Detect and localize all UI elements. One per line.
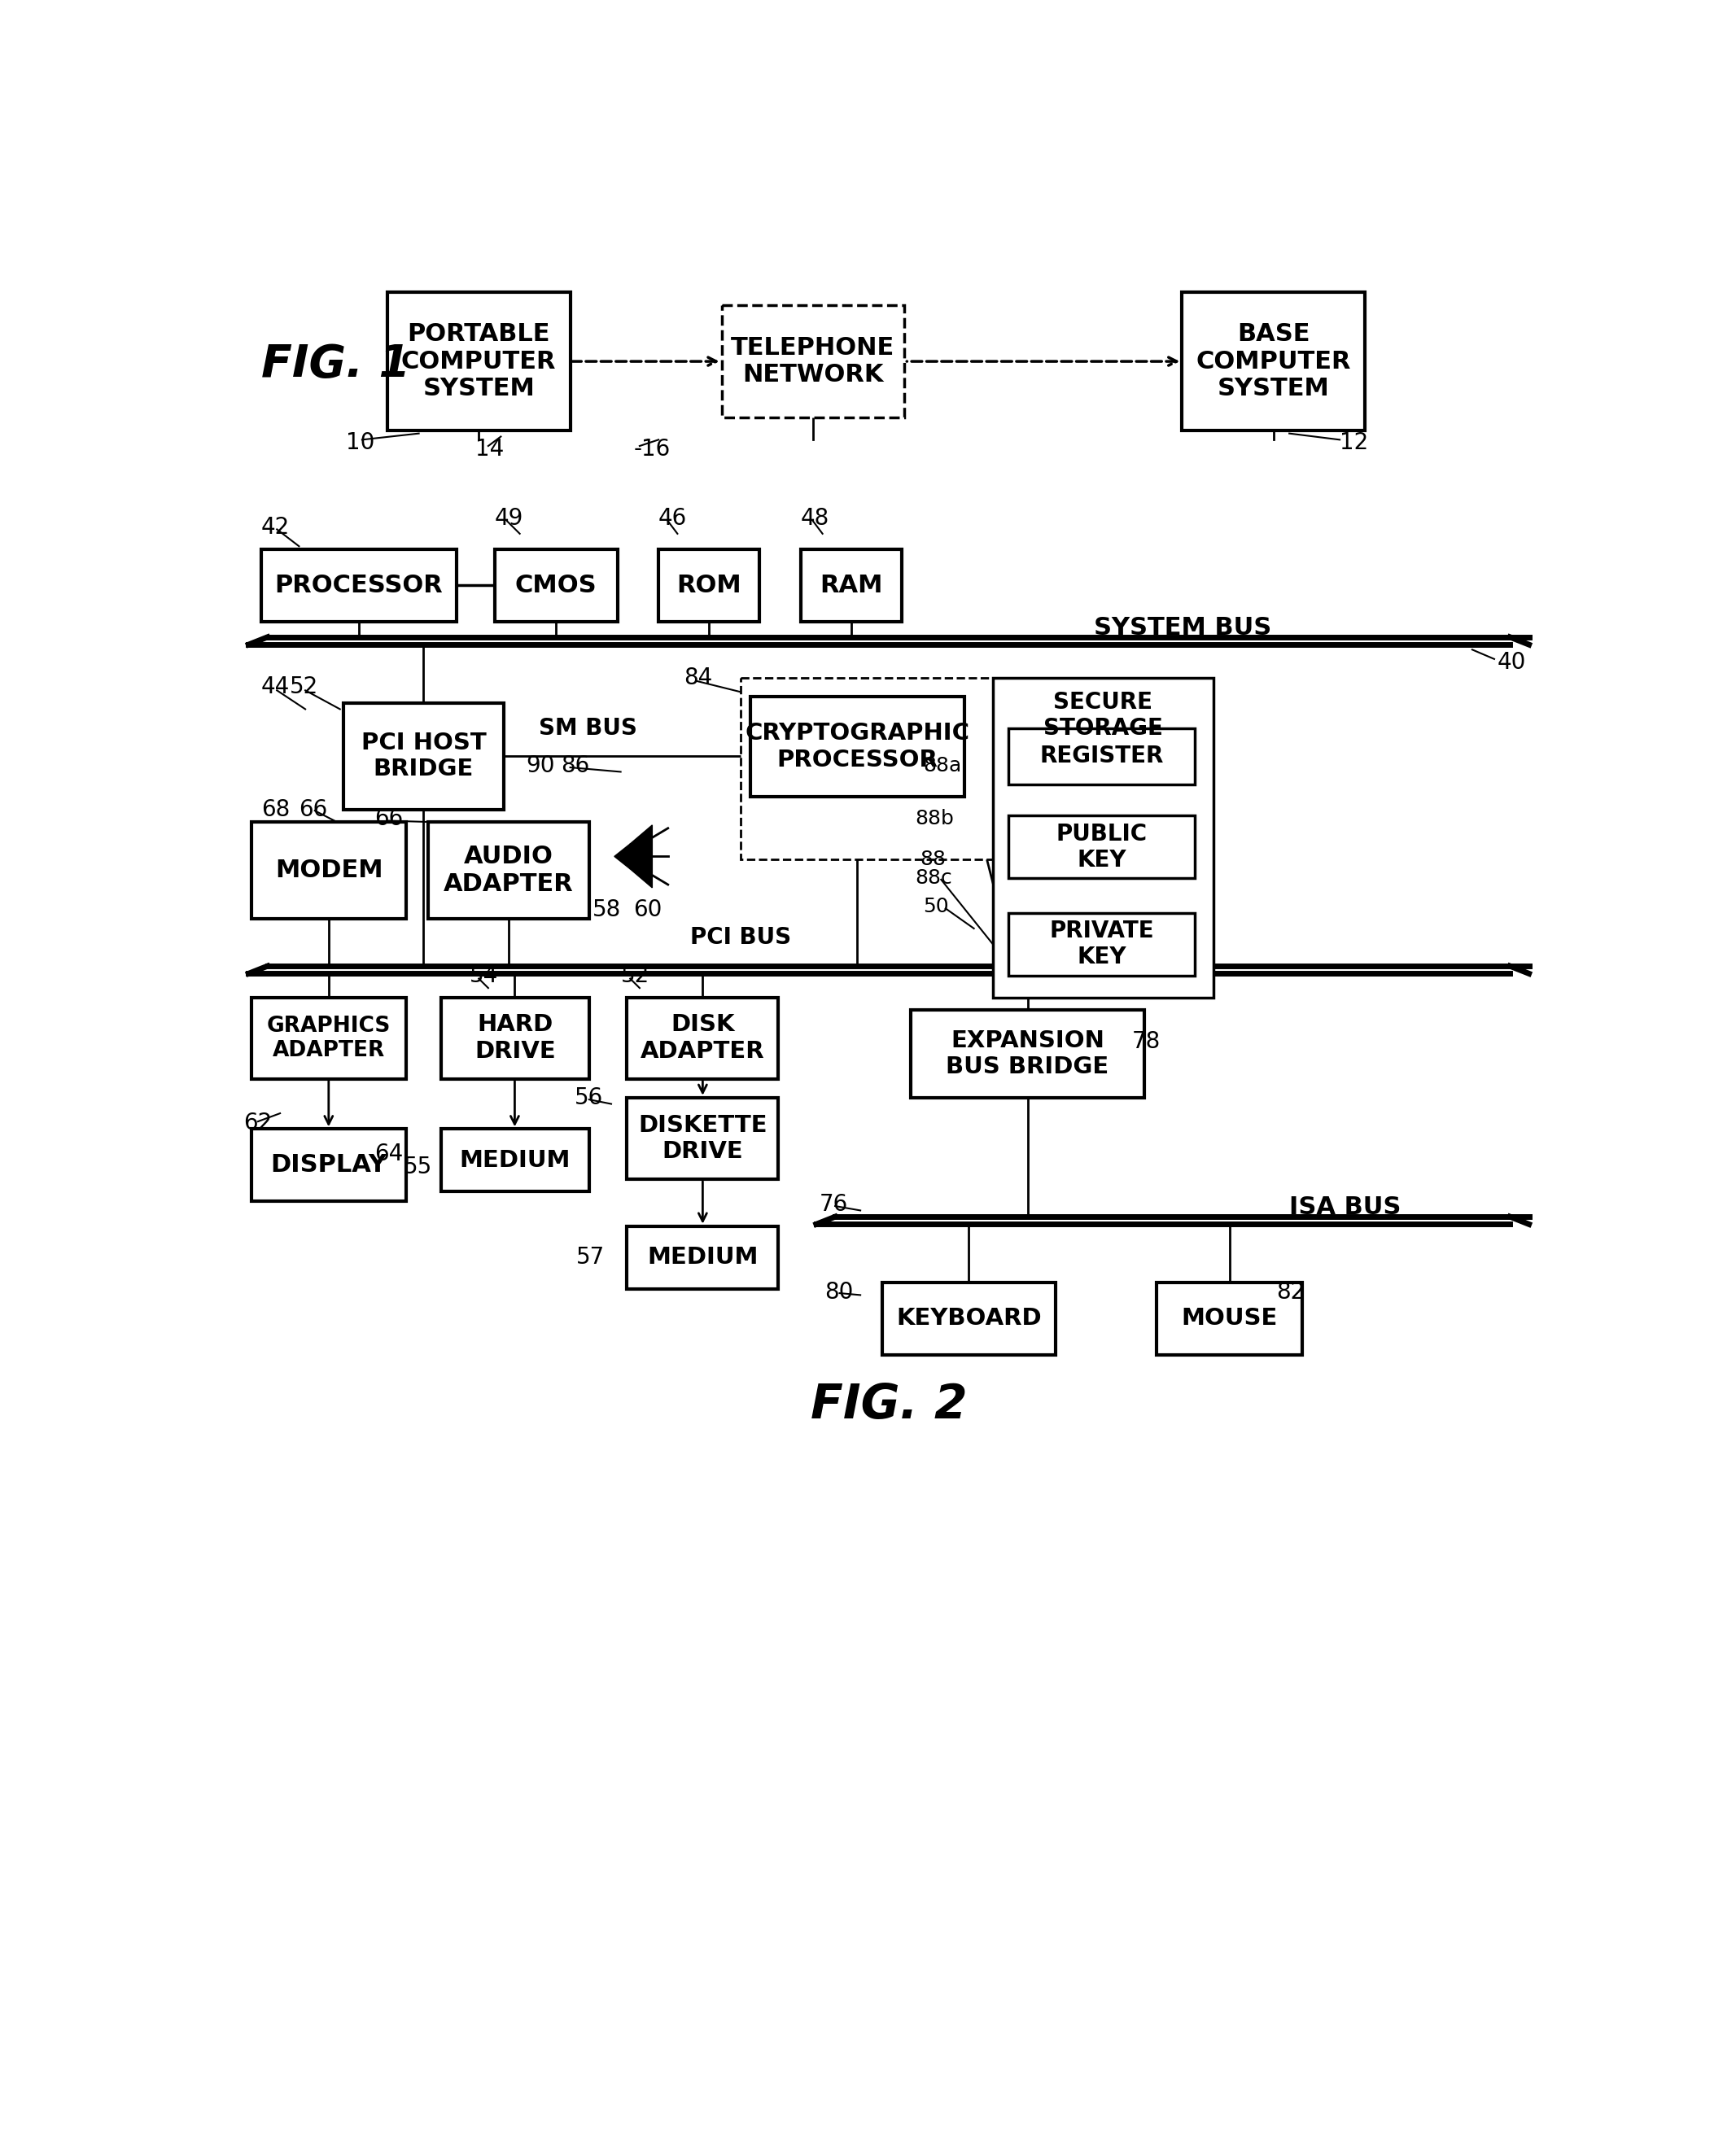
- Text: CRYPTOGRAPHIC
PROCESSOR: CRYPTOGRAPHIC PROCESSOR: [745, 722, 969, 772]
- Bar: [1009, 914, 1194, 976]
- Bar: [429, 821, 589, 918]
- Bar: [658, 550, 759, 621]
- Text: 52: 52: [290, 675, 318, 699]
- Text: MEDIUM: MEDIUM: [648, 1247, 759, 1268]
- Bar: [911, 1010, 1144, 1099]
- Text: ROM: ROM: [677, 574, 741, 598]
- Bar: [441, 998, 589, 1079]
- Bar: [1009, 729, 1194, 785]
- Bar: [722, 305, 904, 417]
- Bar: [260, 550, 457, 621]
- Text: PUBLIC
KEY: PUBLIC KEY: [1055, 823, 1147, 871]
- Bar: [1182, 292, 1364, 430]
- Text: 78: 78: [1132, 1030, 1160, 1054]
- Text: SM BUS: SM BUS: [538, 716, 637, 740]
- Text: 52: 52: [621, 963, 649, 987]
- Text: PCI BUS: PCI BUS: [691, 927, 792, 950]
- Bar: [627, 998, 778, 1079]
- Text: BASE
COMPUTER
SYSTEM: BASE COMPUTER SYSTEM: [1196, 322, 1351, 400]
- Text: TELEPHONE
NETWORK: TELEPHONE NETWORK: [731, 335, 896, 387]
- Text: MOUSE: MOUSE: [1180, 1307, 1278, 1331]
- Polygon shape: [630, 826, 653, 888]
- Text: FIG. 1: FIG. 1: [260, 342, 410, 387]
- Bar: [387, 292, 569, 430]
- Bar: [252, 1129, 406, 1202]
- Text: AUDIO
ADAPTER: AUDIO ADAPTER: [444, 845, 573, 897]
- Text: CMOS: CMOS: [516, 574, 597, 598]
- Text: HARD
DRIVE: HARD DRIVE: [474, 1013, 556, 1062]
- Text: 86: 86: [561, 755, 590, 776]
- Text: DISKETTE
DRIVE: DISKETTE DRIVE: [639, 1114, 767, 1163]
- Text: ISA BUS: ISA BUS: [1290, 1195, 1401, 1219]
- Text: 62: 62: [243, 1112, 273, 1133]
- Bar: [627, 1099, 778, 1178]
- Text: 12: 12: [1340, 432, 1368, 454]
- Bar: [495, 550, 618, 621]
- Text: PCI HOST
BRIDGE: PCI HOST BRIDGE: [361, 731, 486, 780]
- Text: MODEM: MODEM: [274, 858, 384, 882]
- Text: 54: 54: [469, 963, 498, 987]
- Text: 68: 68: [260, 798, 290, 821]
- Text: 76: 76: [819, 1193, 849, 1215]
- Text: DISK
ADAPTER: DISK ADAPTER: [641, 1013, 766, 1062]
- Text: GRAPHICS
ADAPTER: GRAPHICS ADAPTER: [267, 1015, 391, 1060]
- Text: DISPLAY: DISPLAY: [271, 1152, 387, 1176]
- Text: 80: 80: [825, 1281, 852, 1303]
- Text: 48: 48: [800, 507, 830, 529]
- Text: SECURE
STORAGE: SECURE STORAGE: [1043, 690, 1163, 740]
- Text: 90: 90: [526, 755, 556, 776]
- Bar: [882, 1284, 1055, 1354]
- Text: 64: 64: [375, 1142, 403, 1165]
- Bar: [441, 1129, 589, 1191]
- Text: 40: 40: [1498, 651, 1526, 673]
- Bar: [1156, 1284, 1302, 1354]
- Text: 58: 58: [592, 899, 621, 920]
- Text: 66: 66: [375, 808, 403, 830]
- Text: 44: 44: [260, 675, 290, 699]
- Bar: [993, 677, 1213, 998]
- Text: 88: 88: [920, 849, 946, 869]
- Text: EXPANSION
BUS BRIDGE: EXPANSION BUS BRIDGE: [946, 1030, 1109, 1079]
- Text: 82: 82: [1276, 1281, 1305, 1303]
- Text: 50: 50: [924, 897, 950, 916]
- Text: 56: 56: [575, 1086, 604, 1109]
- Bar: [800, 550, 901, 621]
- Text: 60: 60: [634, 899, 661, 920]
- Text: 10: 10: [345, 432, 375, 454]
- Text: 84: 84: [684, 666, 712, 690]
- Polygon shape: [615, 845, 630, 869]
- Bar: [252, 998, 406, 1079]
- Bar: [344, 703, 503, 808]
- Text: 49: 49: [495, 507, 523, 529]
- Text: 88c: 88c: [915, 869, 953, 888]
- Text: 66: 66: [299, 798, 328, 821]
- Bar: [741, 677, 1101, 860]
- Text: 57: 57: [576, 1247, 606, 1268]
- Text: PRIVATE
KEY: PRIVATE KEY: [1049, 920, 1154, 970]
- Bar: [750, 697, 965, 798]
- Text: -16: -16: [634, 439, 670, 460]
- Text: FIG. 2: FIG. 2: [811, 1382, 967, 1428]
- Text: 14: 14: [476, 439, 503, 460]
- Text: PROCESSOR: PROCESSOR: [274, 574, 443, 598]
- Text: 46: 46: [658, 507, 687, 529]
- Text: SYSTEM BUS: SYSTEM BUS: [1094, 615, 1271, 639]
- Text: KEYBOARD: KEYBOARD: [896, 1307, 1042, 1331]
- Text: 42: 42: [260, 516, 290, 540]
- Text: RAM: RAM: [819, 574, 882, 598]
- Text: 88b: 88b: [915, 808, 955, 828]
- Bar: [627, 1225, 778, 1288]
- Text: 55: 55: [404, 1155, 432, 1178]
- Bar: [252, 821, 406, 918]
- Text: MEDIUM: MEDIUM: [460, 1148, 571, 1172]
- Text: 88a: 88a: [924, 757, 962, 776]
- Text: PORTABLE
COMPUTER
SYSTEM: PORTABLE COMPUTER SYSTEM: [401, 322, 556, 400]
- Text: REGISTER: REGISTER: [1040, 744, 1163, 768]
- Bar: [1009, 815, 1194, 879]
